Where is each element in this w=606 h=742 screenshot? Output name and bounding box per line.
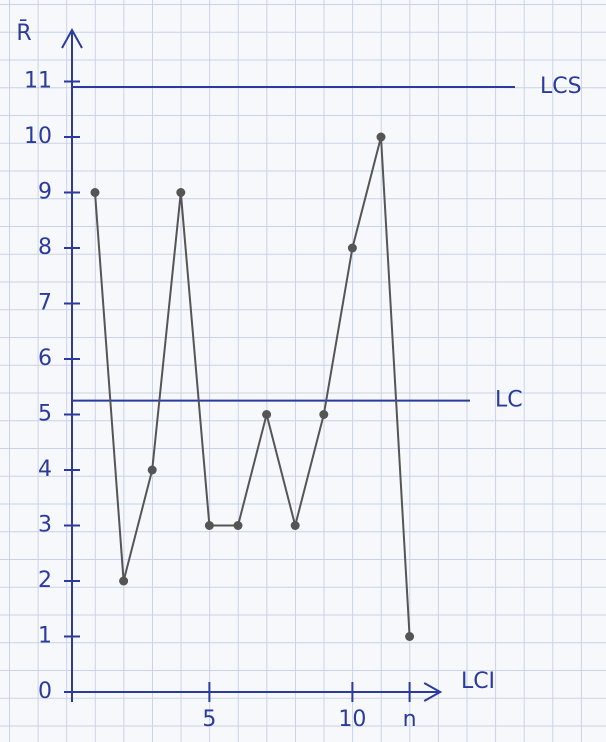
data-point (234, 521, 243, 530)
page: R̄ LCI 01234567891011510nLCSLC (() => { … (0, 0, 606, 738)
data-point (262, 410, 271, 419)
data-point (176, 188, 185, 197)
x-axis-label: LCI (461, 669, 495, 694)
y-tick-label: 7 (38, 291, 52, 316)
reference-label: LCS (540, 74, 582, 99)
data-point (205, 521, 214, 530)
data-line (95, 137, 410, 637)
y-tick-label: 10 (24, 124, 52, 149)
data-point (291, 521, 300, 530)
data-point (148, 466, 157, 475)
y-axis-label: R̄ (16, 20, 31, 46)
y-tick-label: 11 (24, 69, 52, 94)
y-tick-label: 3 (38, 513, 52, 538)
data-point (348, 244, 357, 253)
data-point (377, 133, 386, 142)
data-point (119, 577, 128, 586)
y-tick-label: 8 (38, 235, 52, 260)
y-tick-label: 9 (38, 180, 52, 205)
data-point (91, 188, 100, 197)
y-tick-label: 6 (38, 346, 52, 371)
reference-label: LC (495, 388, 523, 413)
y-tick-label: 2 (38, 568, 52, 593)
chart: R̄ LCI 0 1 2 3 4 5 6 7 8 9 10 11 5 10 n LCS LC (0, 0, 606, 738)
y-tick-label: 4 (38, 457, 52, 482)
x-tick-label: n (403, 707, 417, 732)
data-point (319, 410, 328, 419)
x-tick-label: 10 (338, 707, 366, 732)
x-tick-label: 5 (202, 707, 216, 732)
y-tick-label: 1 (38, 624, 52, 649)
data-point (405, 632, 414, 641)
y-tick-label: 5 (38, 402, 52, 427)
y-tick-label: 0 (38, 679, 52, 704)
